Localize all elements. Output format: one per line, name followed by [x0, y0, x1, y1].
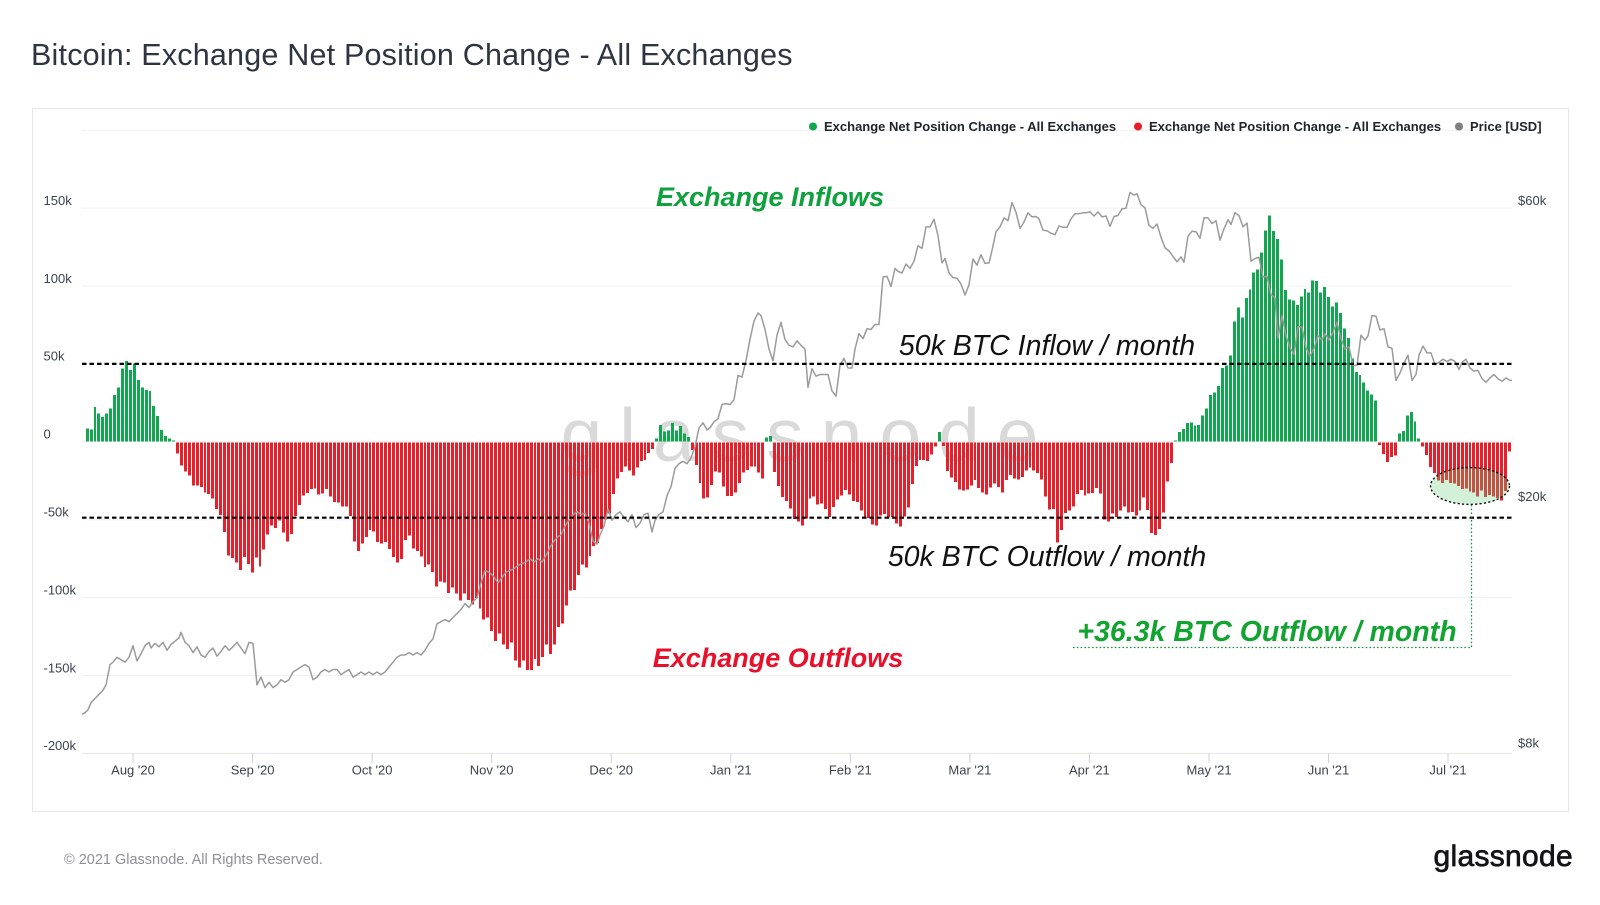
svg-text:100k: 100k: [44, 271, 73, 286]
svg-text:-100k: -100k: [44, 582, 77, 597]
svg-text:150k: 150k: [44, 193, 73, 208]
svg-text:Aug '20: Aug '20: [111, 763, 155, 778]
svg-text:Apr '21: Apr '21: [1069, 763, 1110, 778]
svg-text:50k: 50k: [44, 349, 65, 364]
svg-text:Nov '20: Nov '20: [470, 763, 514, 778]
svg-text:Exchange Inflows: Exchange Inflows: [656, 182, 884, 212]
svg-text:-50k: -50k: [44, 505, 70, 520]
svg-text:Feb '21: Feb '21: [829, 763, 872, 778]
svg-text:Jul '21: Jul '21: [1429, 763, 1466, 778]
svg-text:Oct '20: Oct '20: [352, 763, 393, 778]
svg-text:$20k: $20k: [1518, 489, 1547, 504]
svg-text:-200k: -200k: [44, 738, 77, 753]
svg-text:Sep '20: Sep '20: [231, 763, 275, 778]
svg-text:Jun '21: Jun '21: [1308, 763, 1350, 778]
svg-text:Exchange Outflows: Exchange Outflows: [653, 643, 904, 673]
svg-text:Bitcoin: Exchange Net Position: Bitcoin: Exchange Net Position Change - …: [31, 38, 793, 72]
svg-text:Dec '20: Dec '20: [589, 763, 633, 778]
svg-text:-150k: -150k: [44, 660, 77, 675]
svg-text:Exchange Net Position Change -: Exchange Net Position Change - All Excha…: [824, 119, 1116, 134]
svg-text:Jan '21: Jan '21: [710, 763, 752, 778]
svg-text:May '21: May '21: [1186, 763, 1231, 778]
svg-text:$60k: $60k: [1518, 193, 1547, 208]
svg-text:$8k: $8k: [1518, 736, 1539, 751]
svg-text:50k BTC Inflow / month: 50k BTC Inflow / month: [899, 330, 1195, 362]
svg-text:+36.3k BTC Outflow / month: +36.3k BTC Outflow / month: [1077, 616, 1456, 648]
svg-text:© 2021 Glassnode. All Rights R: © 2021 Glassnode. All Rights Reserved.: [64, 852, 323, 868]
svg-text:Exchange Net Position Change -: Exchange Net Position Change - All Excha…: [1149, 119, 1441, 134]
svg-text:Price [USD]: Price [USD]: [1470, 119, 1542, 134]
svg-text:50k BTC Outflow / month: 50k BTC Outflow / month: [888, 541, 1206, 573]
svg-text:0: 0: [44, 427, 51, 442]
svg-text:Mar '21: Mar '21: [948, 763, 991, 778]
svg-text:glassnode: glassnode: [1434, 840, 1573, 873]
